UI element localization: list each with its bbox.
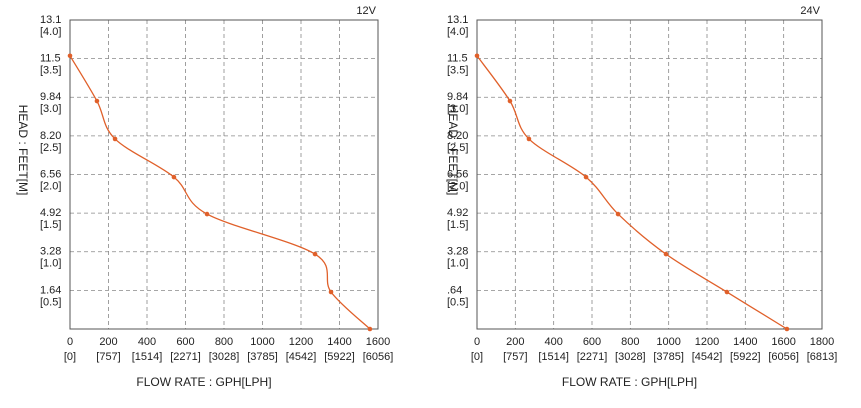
point <box>724 289 730 295</box>
x-tick-sublabel: [757] <box>96 351 120 363</box>
y-tick-sublabel: [1.0] <box>40 258 61 270</box>
x-tick-label: 0 <box>67 336 73 348</box>
x-tick-label: 1000 <box>250 336 274 348</box>
x-tick-sublabel: [2271] <box>170 351 201 363</box>
x-tick-sublabel: [6813] <box>807 351 838 363</box>
y-tick-sublabel: [1.0] <box>447 258 468 270</box>
point <box>615 211 621 217</box>
point <box>328 289 334 295</box>
x-tick-sublabel: [1514] <box>132 351 163 363</box>
x-tick-label: 1200 <box>289 336 313 348</box>
x-tick-sublabel: [1514] <box>538 351 569 363</box>
x-tick-label: 600 <box>583 336 601 348</box>
y-tick-sublabel: [1.5] <box>40 219 61 231</box>
point <box>367 326 373 332</box>
y-tick-label: 11.5 <box>40 53 61 65</box>
point <box>112 136 118 142</box>
y-tick-sublabel: [2.5] <box>447 142 468 154</box>
y-tick-label: 8.20 <box>447 130 468 142</box>
point <box>94 98 100 104</box>
x-tick-sublabel: [4542] <box>692 351 723 363</box>
point <box>171 174 177 180</box>
x-tick-sublabel: [0] <box>64 351 76 363</box>
plot-frame <box>69 19 379 330</box>
y-tick-sublabel: [3.5] <box>40 65 61 77</box>
y-tick-label: .64 <box>447 284 462 296</box>
x-tick-label: 1400 <box>733 336 757 348</box>
y-tick-sublabel: [0.5] <box>40 296 61 308</box>
plot-frame <box>476 19 823 330</box>
x-tick-label: 1000 <box>656 336 680 348</box>
x-tick-sublabel: [3028] <box>615 351 646 363</box>
y-tick-label: 3.28 <box>447 246 468 258</box>
x-tick-sublabel: [5922] <box>324 351 355 363</box>
point <box>204 211 210 217</box>
y-tick-sublabel: [3.0] <box>447 103 468 115</box>
y-tick-label: 9.84 <box>447 91 468 103</box>
point <box>784 326 790 332</box>
y-tick-label: 13.1 <box>40 14 61 26</box>
y-tick-label: 4.92 <box>447 207 468 219</box>
y-tick-label: 6.56 <box>447 168 468 180</box>
y-tick-sublabel: [3.0] <box>40 103 61 115</box>
x-tick-sublabel: [6056] <box>768 351 799 363</box>
x-tick-label: 1400 <box>327 336 351 348</box>
x-tick-sublabel: [6056] <box>363 351 394 363</box>
y-tick-sublabel: [4.0] <box>40 26 61 38</box>
x-tick-label: 600 <box>176 336 194 348</box>
y-axis-label: HEAD : FEET[M] <box>16 105 30 196</box>
x-tick-sublabel: [2271] <box>577 351 608 363</box>
y-tick-sublabel: [4.0] <box>447 26 468 38</box>
x-tick-sublabel: [0] <box>471 351 483 363</box>
y-tick-sublabel: [2.0] <box>40 180 61 192</box>
x-tick-label: 400 <box>138 336 156 348</box>
x-tick-label: 200 <box>99 336 117 348</box>
y-tick-sublabel: [2.0] <box>447 180 468 192</box>
y-tick-label: 8.20 <box>40 130 61 142</box>
y-tick-label: 1.64 <box>40 284 61 296</box>
chart-title: 24V <box>800 5 820 17</box>
x-axis-label: FLOW RATE : GPH[LPH] <box>562 375 697 389</box>
x-axis-label: FLOW RATE : GPH[LPH] <box>136 375 271 389</box>
x-tick-sublabel: [3028] <box>209 351 240 363</box>
y-tick-sublabel: [2.5] <box>40 142 61 154</box>
point <box>507 98 513 104</box>
x-tick-sublabel: [3785] <box>247 351 278 363</box>
x-tick-label: 0 <box>474 336 480 348</box>
y-tick-label: 6.56 <box>40 168 61 180</box>
point <box>312 251 318 257</box>
y-tick-sublabel: [0.5] <box>447 296 468 308</box>
point <box>583 174 589 180</box>
y-tick-label: 13.1 <box>447 14 468 26</box>
x-tick-label: 1200 <box>695 336 719 348</box>
x-tick-label: 1600 <box>366 336 390 348</box>
point <box>474 53 480 59</box>
curve <box>476 55 788 330</box>
chart-title: 12V <box>356 5 376 17</box>
x-tick-sublabel: [3785] <box>653 351 684 363</box>
y-axis-label: HEAD : FEET[M] <box>446 105 460 196</box>
x-tick-label: 800 <box>621 336 639 348</box>
y-tick-sublabel: [3.5] <box>447 65 468 77</box>
x-tick-sublabel: [757] <box>503 351 527 363</box>
x-tick-label: 200 <box>506 336 524 348</box>
y-tick-label: 3.28 <box>40 246 61 258</box>
point <box>663 251 669 257</box>
x-tick-label: 400 <box>544 336 562 348</box>
y-tick-label: 11.5 <box>447 53 468 65</box>
x-tick-sublabel: [5922] <box>730 351 761 363</box>
x-tick-label: 800 <box>215 336 233 348</box>
curve <box>69 55 371 330</box>
point <box>526 136 532 142</box>
x-tick-sublabel: [4542] <box>286 351 317 363</box>
x-tick-label: 1600 <box>771 336 795 348</box>
y-tick-label: 4.92 <box>40 207 61 219</box>
y-tick-label: 9.84 <box>40 91 61 103</box>
x-tick-label: 1800 <box>810 336 834 348</box>
y-tick-sublabel: [1.5] <box>447 219 468 231</box>
point <box>67 53 73 59</box>
